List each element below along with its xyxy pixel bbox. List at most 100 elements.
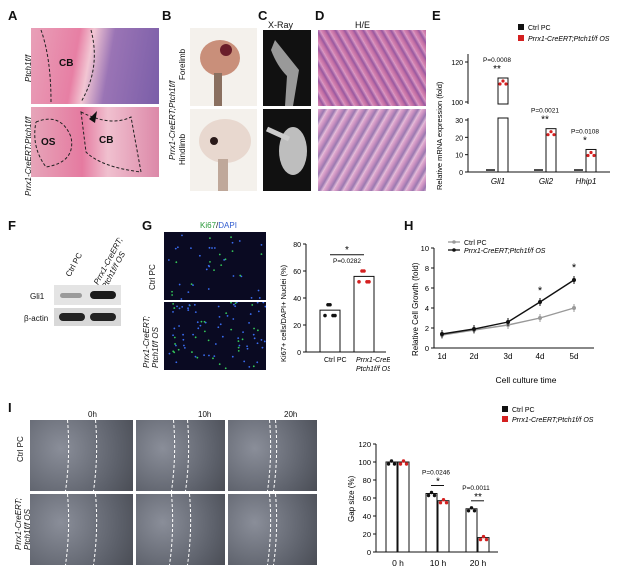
nucleus-dot [248,322,250,324]
star-e: ** [493,64,501,75]
nucleus-dot [258,297,261,299]
nucleus-dot [182,338,185,341]
nucleus-dot [211,247,213,249]
point-e-os [504,82,508,86]
nucleus-dot [230,236,232,239]
point-i [481,534,486,539]
legend-e-label-0: Ctrl PC [528,25,551,32]
blot-lane2-label: Prrx1-CreERT; Ptch1f/f OS [92,235,128,291]
point-i [484,537,489,542]
blot-gli1-label: Gli1 [30,292,45,301]
point-i [401,459,406,463]
tick-e-label-u: 120 [451,60,463,67]
legend-e-label-1: Prrx1-CreERT;Ptch1f/f OS [528,36,610,43]
bar-e-ctrl [534,169,543,171]
nucleus-dot [213,247,216,249]
nucleus-dot [172,350,175,353]
nucleus-dot [209,260,211,263]
nucleus-dot [190,283,193,286]
nucleus-dot [192,333,194,336]
pvalue-e: P=0.0021 [531,108,559,115]
nucleus-dot [217,305,220,308]
nucleus-dot [241,338,244,341]
point-i [441,498,446,502]
cb-label: CB [59,58,74,69]
nucleus-dot [196,321,199,324]
nucleus-dot [219,323,222,326]
nucleus-dot [218,253,221,256]
point-i [386,462,391,466]
blot-gli1-band [54,285,121,305]
nucleus-dot [205,268,208,271]
tick-i-label: 80 [363,476,371,485]
tick-g-label: 40 [293,296,301,303]
point-i [432,493,437,498]
scratch-edge [169,494,174,565]
nucleus-dot [249,313,252,315]
scratch-edge [273,494,278,565]
ki67-image-ctrl [164,232,266,300]
pvalue-e: P=0.0108 [571,128,599,135]
point-e-os [546,133,550,137]
legend-e-swatch-1 [518,35,524,41]
nucleus-dot [176,305,178,308]
nucleus-dot [176,246,179,249]
tick-h-label: 2 [425,324,429,333]
blot-actin-label: β-actin [24,314,49,323]
nucleus-dot [175,361,178,364]
bar-e-ctrl [486,169,495,171]
nucleus-dot [252,333,255,336]
nucleus-dot [173,327,176,330]
panel-label-f: F [8,218,16,233]
chart-g-ylabel: Ki67+ cells/DAPI+ Nuclei (%) [279,264,288,362]
nucleus-dot [237,337,240,340]
nucleus-dot [261,346,264,349]
nucleus-dot [256,329,259,332]
xray-hindlimb [263,109,311,191]
forelimb-photo [190,28,257,106]
nucleus-dot [172,302,175,305]
point-e-os [498,82,502,86]
ki67-title: Ki67 [200,221,217,230]
nucleus-dot [231,241,234,244]
legend-i-swatch-1 [502,416,508,422]
point-g [365,280,369,284]
nucleus-dot [226,315,229,317]
legend-i-swatch-0 [502,406,508,412]
tick-i-label: 60 [363,494,371,503]
bar-e-os-upper [497,77,509,105]
xray-forelimb [263,30,311,106]
tick-h-xlabel: 4d [536,352,545,361]
tick-e-label-l: 0 [459,170,463,177]
point-h [538,300,542,304]
nucleus-dot [172,334,174,337]
dapi-title: DAPI [218,221,237,230]
he-image-ctrl [318,30,426,106]
nucleus-dot [178,307,181,310]
panel-i-row1-label: Ctrl PC [16,436,25,462]
point-i [392,462,397,466]
chart-i-category: 10 h [430,558,447,568]
nucleus-dot [180,298,183,300]
star-e: * [583,135,587,146]
nucleus-dot [194,336,197,339]
nucleus-dot [167,259,170,261]
nucleus-dot [190,247,192,249]
he-title: H/E [355,20,371,30]
histology-image-ptch1: CB [31,28,159,104]
star-i: * [436,477,440,488]
tick-e-label-u: 100 [451,100,463,107]
nucleus-dot [250,296,253,299]
pvalue-g: P=0.0282 [333,258,361,265]
legend-h-label-1: Prrx1-CreERT;Ptch1f/f OS [464,248,546,255]
scratch-edge [267,494,272,565]
ki67-sep: / [216,221,219,230]
scratch-image [30,494,133,565]
point-i [389,459,394,463]
point-g [357,280,361,284]
nucleus-dot [196,356,199,359]
nucleus-dot [264,305,266,308]
scratch-edge [187,494,192,565]
chart-i-category: 0 h [392,558,404,568]
xray-title: X-Ray [268,20,294,30]
